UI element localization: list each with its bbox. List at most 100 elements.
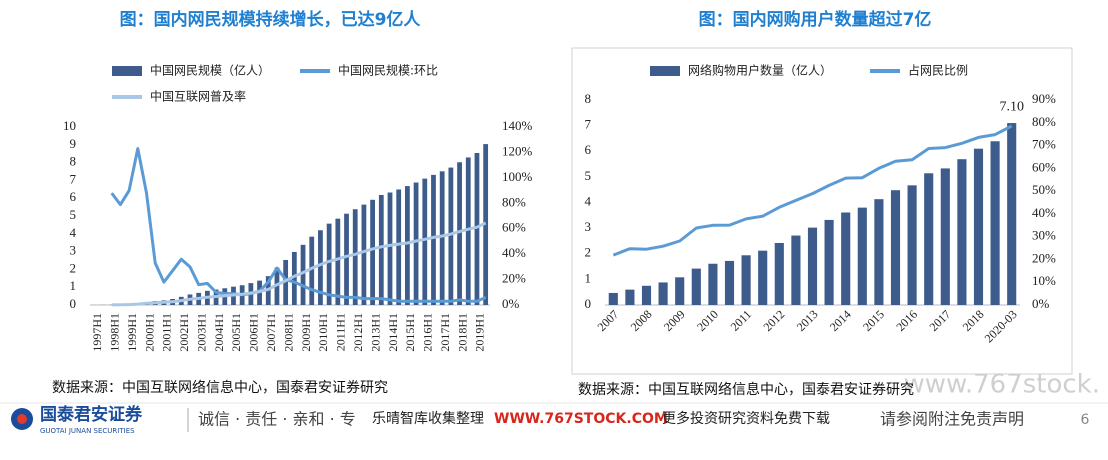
bar: [675, 277, 685, 305]
bar: [318, 230, 323, 305]
bar: [691, 268, 701, 305]
x-tick-label: 2005H1: [229, 313, 243, 352]
y-tick-label: 8: [585, 91, 592, 106]
bar: [370, 199, 375, 305]
x-tick-label: 2008H1: [281, 313, 295, 352]
x-tick-label: 1998H1: [107, 313, 121, 352]
bar: [361, 204, 367, 305]
y-tick-label: 0: [585, 296, 592, 311]
bar: [890, 190, 901, 305]
x-tick-label: 2018H1: [455, 313, 469, 352]
x-tick-label: 2006H1: [247, 313, 261, 352]
legend-label: 中国互联网普及率: [150, 89, 246, 104]
y-tick-label: 4: [70, 225, 77, 240]
y-tick-label: 7: [585, 117, 592, 132]
y-tick-label: 6: [585, 142, 592, 157]
watermark-left: 乐晴智库收集整理: [372, 410, 484, 427]
logo-icon-center: [17, 414, 27, 424]
x-tick-label: 2017H1: [438, 313, 452, 352]
bar: [841, 212, 851, 305]
bar: [973, 148, 984, 305]
bar: [724, 260, 735, 305]
bar: [1007, 123, 1017, 305]
y-tick-label: 1: [70, 278, 77, 293]
legend-label: 网络购物用户数量（亿人）: [688, 63, 832, 78]
y2-tick-label: 90%: [1032, 91, 1056, 106]
y2-tick-label: 100%: [502, 169, 533, 184]
bar: [291, 251, 297, 305]
bar: [396, 189, 402, 305]
bar: [378, 194, 384, 305]
x-tick-label: 1997H1: [90, 313, 104, 352]
legend-swatch: [112, 66, 142, 76]
x-tick-label: 2007H1: [264, 313, 278, 352]
bar: [824, 219, 834, 305]
bar: [439, 171, 445, 305]
disclaimer: 请参阅附注免责声明: [880, 410, 1024, 429]
y2-tick-label: 10%: [1032, 273, 1056, 288]
y2-tick-label: 80%: [502, 194, 526, 209]
x-tick-label: 2013H1: [368, 313, 382, 352]
legend-label: 中国网民规模:环比: [338, 63, 438, 78]
bar: [957, 159, 967, 305]
bar: [857, 207, 867, 305]
bar: [465, 157, 471, 305]
y2-tick-label: 60%: [502, 220, 526, 235]
y2-tick-label: 70%: [1032, 137, 1056, 152]
bar: [641, 285, 652, 305]
x-tick-label: 2019H1: [473, 313, 487, 352]
y-tick-label: 10: [63, 118, 76, 133]
bar: [283, 259, 289, 305]
bar: [907, 185, 917, 305]
y2-tick-label: 0%: [502, 296, 520, 311]
company-en: GUOTAI JUNAN SECURITIES: [40, 427, 135, 435]
bar: [774, 242, 784, 305]
x-tick-label: 2009H1: [299, 313, 313, 352]
x-tick-label: 2000H1: [142, 313, 156, 352]
y-tick-label: 4: [585, 193, 592, 208]
y2-tick-label: 50%: [1032, 182, 1056, 197]
y-tick-label: 5: [70, 207, 77, 222]
bar: [708, 263, 718, 305]
y-tick-label: 7: [70, 171, 77, 186]
bar: [658, 282, 668, 305]
source: 数据来源：中国互联网络信息中心，国泰君安证券研究: [578, 381, 914, 398]
bar: [309, 236, 315, 305]
legend-label: 中国网民规模（亿人）: [150, 63, 270, 78]
bar: [326, 223, 332, 305]
bar: [758, 250, 768, 305]
bar: [387, 192, 393, 305]
y-tick-label: 0: [70, 296, 77, 311]
bar: [791, 235, 801, 305]
watermark: www.767stock.: [903, 370, 1100, 400]
bar: [625, 289, 635, 305]
line: [110, 147, 487, 303]
bar: [874, 199, 884, 305]
motto: 诚信 · 责任 · 亲和 · 专: [198, 410, 356, 429]
y2-tick-label: 80%: [1032, 114, 1056, 129]
watermark-right: 更多投资研究资料免费下载: [662, 410, 830, 427]
y-tick-label: 6: [70, 189, 77, 204]
bar: [300, 244, 306, 305]
bar: [608, 292, 618, 305]
page-number: 6: [1081, 412, 1090, 428]
bar: [352, 209, 358, 305]
x-tick-label: 2012H1: [351, 313, 365, 352]
y2-tick-label: 140%: [502, 118, 533, 133]
x-tick-label: 2004H1: [212, 313, 226, 352]
bar: [741, 255, 751, 305]
y-tick-label: 9: [70, 136, 77, 151]
legend-label: 占网民比例: [908, 63, 968, 78]
source: 数据来源：中国互联网络信息中心，国泰君安证券研究: [52, 379, 388, 396]
right-panel: [571, 47, 1073, 375]
y2-tick-label: 20%: [1032, 250, 1056, 265]
chart-title: 图：国内网购用户数量超过7亿: [699, 9, 932, 30]
x-tick-label: 2001H1: [160, 313, 174, 352]
x-tick-label: 2003H1: [194, 313, 208, 352]
y2-tick-label: 0%: [1032, 296, 1050, 311]
watermark-url: WWW.767STOCK.COM: [494, 411, 668, 427]
bar: [405, 186, 410, 305]
bar: [431, 174, 436, 305]
y-tick-label: 3: [70, 243, 77, 258]
